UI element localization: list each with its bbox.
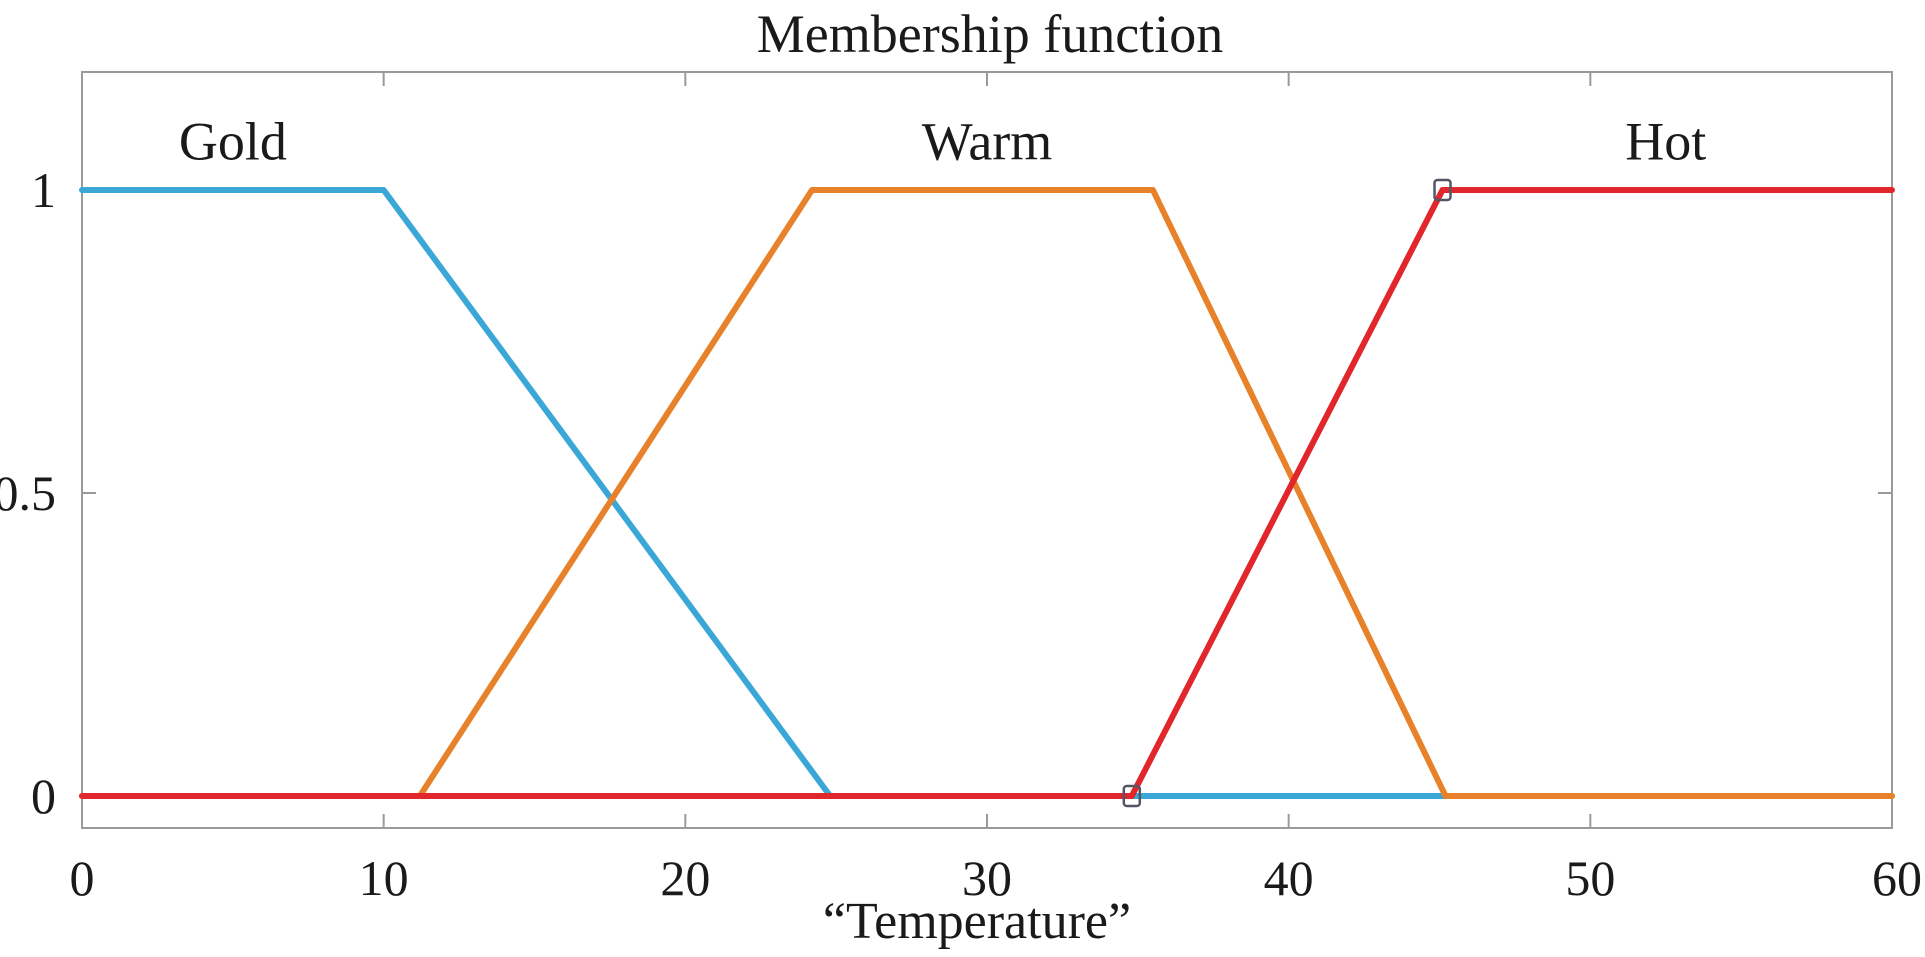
point-markers — [1122, 178, 1452, 808]
y-tick-label: 0 — [31, 768, 56, 824]
x-tick-label: 0 — [70, 850, 95, 906]
tick-labels: 0 10 20 30 40 50 60 0 0.5 1 — [0, 162, 1922, 906]
point-marker — [1433, 178, 1452, 202]
x-tick-label: 10 — [359, 850, 409, 906]
series-lines — [79, 187, 1895, 799]
y-tick-label: 1 — [31, 162, 56, 218]
x-tick-label: 40 — [1264, 850, 1314, 906]
x-tick-label: 30 — [962, 850, 1012, 906]
series-labels: Gold Warm Hot — [179, 112, 1706, 172]
x-tick-label: 50 — [1565, 850, 1615, 906]
x-tick-label: 20 — [660, 850, 710, 906]
series-line-hot — [79, 187, 1895, 799]
x-tick-label: 60 — [1872, 850, 1922, 906]
series-line-gold — [79, 187, 1895, 799]
series-label-hot: Hot — [1625, 112, 1706, 172]
axis-ticks — [81, 72, 1893, 828]
chart-title: Membership function — [757, 4, 1223, 64]
x-axis-label: “Temperature” — [823, 893, 1131, 950]
series-line-warm — [79, 187, 1895, 799]
series-label-warm: Warm — [922, 112, 1053, 172]
point-marker — [1122, 784, 1142, 808]
y-tick-label: 0.5 — [0, 465, 56, 521]
series-label-gold: Gold — [179, 112, 287, 172]
plot-area — [81, 71, 1893, 829]
